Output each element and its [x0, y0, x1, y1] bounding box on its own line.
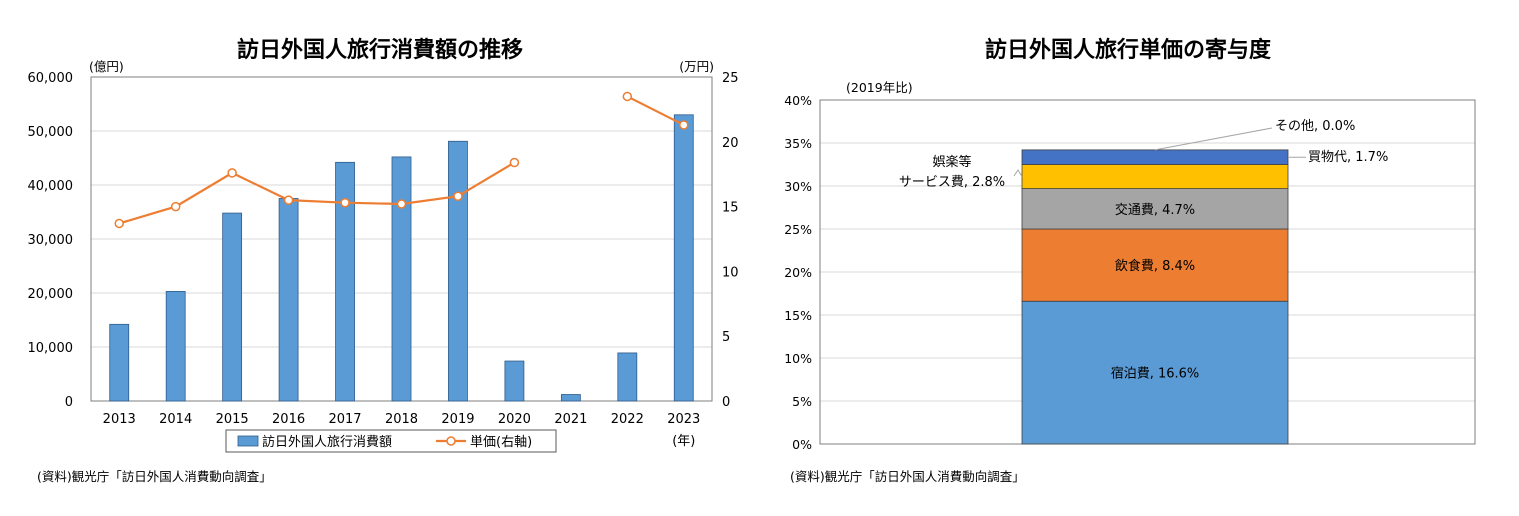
- y-left-tick-label: 50,000: [28, 125, 74, 140]
- y-right-tick-label: 20: [722, 136, 739, 151]
- stacked-segment: [1021, 164, 1289, 189]
- y-left-tick-label: 0: [65, 395, 73, 410]
- bar: [109, 323, 130, 402]
- y-left-tick-label: 10,000: [28, 341, 74, 356]
- line-point: [396, 199, 407, 209]
- x-tick-label: 2018: [385, 412, 418, 427]
- x-tick-label: 2016: [272, 412, 305, 427]
- y-right-tick-label: 5: [722, 330, 730, 345]
- y-left-tick-label: 20,000: [28, 287, 74, 302]
- line-point: [283, 195, 294, 205]
- line-point: [170, 201, 181, 212]
- left-chart-panel: 訪日外国人旅行消費額の推移 0 10,000 20,000 30,000 40,000 5…: [28, 38, 739, 484]
- line-point: [453, 191, 463, 201]
- x-unit: (年): [672, 434, 695, 449]
- segment-label: その他, 0.0%: [1275, 119, 1355, 134]
- x-tick-label: 2019: [441, 412, 474, 427]
- legend-bar-label: 訪日外国人旅行消費額: [262, 434, 392, 450]
- stacked-segment: [1021, 188, 1289, 230]
- segment-label: 交通費, 4.7%: [1115, 202, 1195, 218]
- line-point: [227, 168, 237, 178]
- y-tick-label: 20%: [784, 265, 812, 280]
- x-tick-label: 2017: [328, 412, 361, 427]
- left-chart-source: (資料)観光庁「訪日外国人消費動向調査」: [37, 469, 272, 484]
- bar: [673, 114, 694, 402]
- line-series-segment: [626, 95, 685, 126]
- x-tick-label: 2021: [554, 412, 587, 427]
- y-tick-label: 0%: [792, 437, 812, 452]
- bar: [448, 140, 468, 402]
- y-right-tick-label: 10: [722, 265, 739, 280]
- y-left-tick-label: 30,000: [28, 233, 74, 248]
- leader-line: [1154, 127, 1273, 151]
- line-point: [622, 91, 633, 102]
- stacked-segment: [1021, 300, 1289, 445]
- segment-label: 宿泊費, 16.6%: [1111, 366, 1200, 382]
- x-tick-label: 2020: [498, 412, 531, 427]
- right-chart-title: 訪日外国人旅行単価の寄与度: [984, 38, 1271, 63]
- line-point: [340, 197, 350, 208]
- line-point: [509, 157, 520, 168]
- y-right-tick-label: 0: [722, 395, 730, 410]
- x-tick-label: 2014: [159, 412, 192, 427]
- segment-label: 買物代, 1.7%: [1308, 150, 1388, 165]
- y-tick-label: 35%: [784, 136, 812, 151]
- y-left-tick-label: 40,000: [28, 179, 74, 194]
- segment-label: 飲食費, 8.4%: [1115, 258, 1195, 274]
- legend-bar-swatch: [237, 435, 259, 447]
- y-right-tick-label: 15: [722, 201, 739, 216]
- legend: [225, 429, 557, 453]
- stacked-segment: [1021, 149, 1289, 165]
- y-right-tick-label: 25: [722, 71, 739, 86]
- left-chart-title: 訪日外国人旅行消費額の推移: [236, 38, 523, 63]
- bar: [391, 156, 412, 402]
- y-right-unit: (万円): [679, 59, 714, 74]
- segment-label: 娯楽等: [932, 154, 971, 170]
- y-tick-label: 25%: [784, 222, 812, 237]
- bar: [504, 360, 525, 402]
- bar: [222, 212, 243, 402]
- right-chart-source: (資料)観光庁「訪日外国人消費動向調査」: [790, 469, 1025, 484]
- bar: [278, 198, 299, 402]
- line-point: [679, 120, 689, 130]
- bar: [617, 352, 638, 402]
- bar: [560, 394, 581, 402]
- right-chart-svg: 0% 5% 10% 15% 20% 25% 30% 35% 40% (2019年比) 宿泊費, 16…: [784, 80, 1476, 452]
- y-tick-label: 10%: [784, 351, 812, 366]
- bar: [165, 290, 186, 402]
- bar: [335, 161, 355, 402]
- y-tick-label: 5%: [792, 394, 812, 409]
- leader-line: [1013, 169, 1023, 177]
- legend-line-label: 単価(右軸): [470, 434, 532, 450]
- unit-label: (2019年比): [846, 80, 913, 95]
- x-tick-label: 2013: [103, 412, 136, 427]
- line-point: [114, 218, 124, 229]
- y-left-unit: (億円): [89, 59, 124, 74]
- left-chart-svg: 0 10,000 20,000 30,000 40,000 50,000 60,000 0 5 1…: [28, 59, 739, 453]
- segment-label: サービス費, 2.8%: [899, 175, 1005, 190]
- x-tick-label: 2023: [667, 412, 700, 427]
- y-tick-label: 40%: [784, 93, 812, 108]
- x-tick-label: 2015: [216, 412, 249, 427]
- y-tick-label: 30%: [784, 179, 812, 194]
- y-tick-label: 15%: [784, 308, 812, 323]
- line-series-segment: [118, 161, 515, 225]
- right-chart-panel: 訪日外国人旅行単価の寄与度 0% 5% 10% 15% 20% 25% 30% 35% 40% (…: [760, 0, 1519, 516]
- legend-line-marker: [446, 436, 456, 446]
- x-tick-label: 2022: [611, 412, 644, 427]
- y-left-tick-label: 60,000: [28, 71, 74, 86]
